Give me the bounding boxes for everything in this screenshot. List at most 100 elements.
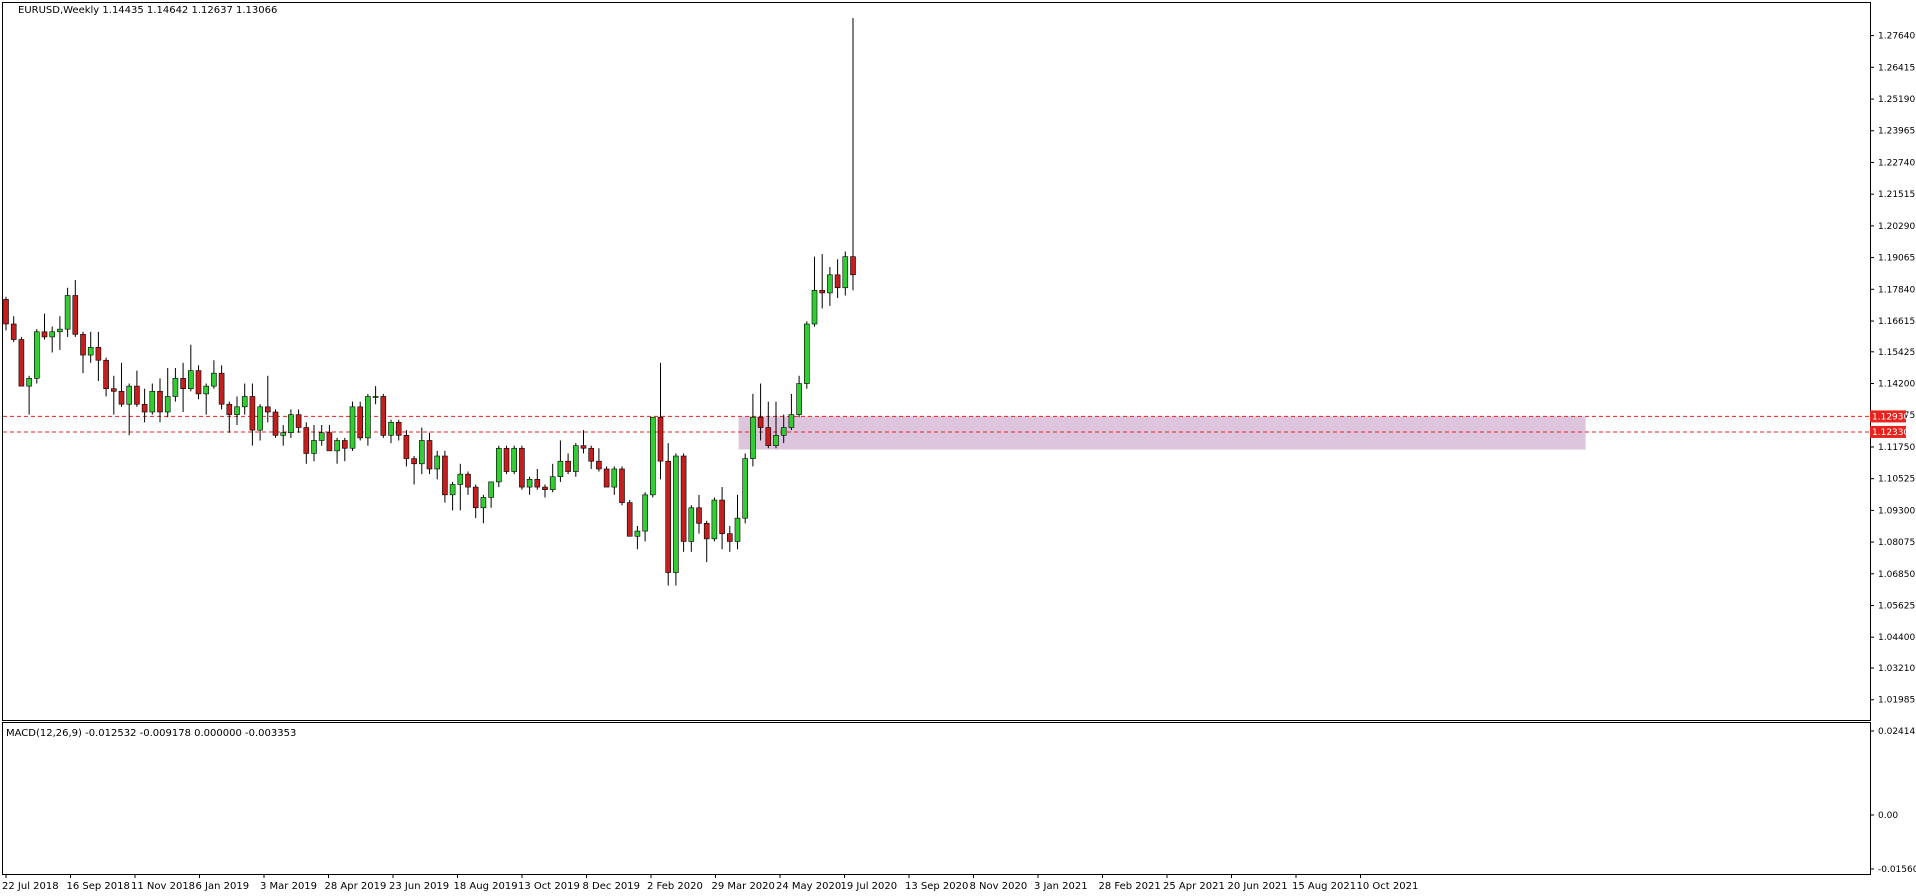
date-tick-label: 20 Jun 2021 — [1228, 881, 1288, 892]
bull-candle — [796, 383, 802, 415]
bull-candle — [149, 390, 156, 413]
bull-candle — [26, 378, 32, 387]
bear-candle — [226, 403, 233, 415]
date-tick-label: 3 Mar 2019 — [260, 881, 317, 892]
bear-candle — [218, 372, 225, 405]
bull-candle — [449, 484, 456, 496]
price-tick-label: 1.26415 — [1878, 63, 1915, 73]
bull-candle — [172, 378, 179, 397]
bull-candle — [164, 396, 171, 413]
bear-candle — [380, 396, 387, 436]
bear-candle — [726, 533, 733, 542]
bull-candle — [49, 331, 56, 338]
bull-candle — [734, 517, 741, 542]
bear-candle — [542, 486, 548, 490]
date-tick-label: 29 Mar 2020 — [712, 881, 775, 892]
level-tag-label: 1.12330 — [1872, 428, 1909, 438]
bull-candle — [742, 458, 749, 519]
bull-candle — [773, 435, 779, 446]
date-tick-label: 23 Jun 2019 — [389, 881, 449, 892]
date-tick-label: 15 Aug 2021 — [1292, 881, 1356, 892]
macd-label: MACD(12,26,9) -0.012532 -0.009178 0.0000… — [6, 728, 296, 739]
bull-candle — [126, 385, 132, 405]
price-tick-label: 1.20290 — [1878, 222, 1915, 232]
bear-candle — [472, 486, 479, 509]
bear-candle — [603, 468, 610, 488]
bull-candle — [488, 481, 494, 498]
bear-candle — [426, 440, 433, 470]
bear-candle — [765, 427, 772, 446]
price-tick-label: 1.22740 — [1878, 158, 1915, 168]
price-tick-label: 1.08075 — [1878, 538, 1915, 548]
bull-candle — [788, 414, 795, 428]
price-tick-label: 1.10525 — [1878, 475, 1915, 485]
bear-candle — [41, 331, 48, 338]
date-tick-label: 28 Apr 2019 — [325, 881, 387, 892]
price-tick-label: 1.06850 — [1878, 570, 1915, 580]
bull-candle — [203, 385, 209, 395]
date-tick-label: 6 Jan 2019 — [196, 881, 250, 892]
date-tick-label: 13 Oct 2019 — [518, 881, 580, 892]
bear-candle — [3, 299, 9, 325]
macd-tick-label: 0.024147 — [1878, 727, 1916, 737]
bear-candle — [326, 432, 333, 452]
bear-candle — [341, 440, 348, 449]
bull-candle — [349, 406, 356, 449]
bear-candle — [357, 406, 364, 439]
bear-candle — [264, 406, 271, 413]
bull-candle — [87, 346, 94, 356]
bear-candle — [395, 422, 402, 436]
bear-candle — [157, 390, 163, 413]
bear-candle — [80, 334, 86, 356]
price-tick-label: 1.21515 — [1878, 190, 1915, 200]
candlesticks — [3, 18, 856, 586]
bear-candle — [703, 523, 710, 540]
level-tag — [1870, 410, 1906, 423]
bear-candle — [411, 458, 417, 465]
bull-candle — [318, 432, 325, 441]
bull-candle — [480, 497, 487, 509]
bull-candle — [241, 396, 248, 408]
bear-candle — [680, 455, 687, 542]
bear-candle — [503, 447, 510, 472]
bear-candle — [18, 339, 25, 387]
level-tag-label: 1.12930 — [1872, 412, 1909, 422]
bear-candle — [72, 295, 79, 335]
bear-candle — [665, 460, 672, 573]
bear-candle — [757, 416, 764, 428]
bear-candle — [134, 385, 140, 405]
bull-candle — [526, 479, 533, 488]
bear-candle — [10, 323, 17, 340]
price-tick-label: 1.01985 — [1878, 696, 1915, 706]
bear-candle — [111, 388, 117, 392]
bull-candle — [634, 530, 641, 537]
bull-candle — [495, 447, 502, 483]
zone-layer — [738, 416, 1586, 450]
bear-candle — [118, 390, 125, 405]
bull-candle — [457, 473, 464, 485]
bull-candle — [803, 323, 810, 384]
bear-candle — [295, 414, 302, 428]
bear-candle — [534, 479, 541, 488]
bull-candle — [365, 396, 371, 439]
bull-candle — [234, 406, 240, 415]
date-tick-label: 13 Sep 2020 — [905, 881, 968, 892]
date-tick-label: 24 May 2020 — [776, 881, 841, 892]
bull-candle — [549, 476, 556, 490]
bear-candle — [719, 499, 725, 534]
bear-candle — [588, 447, 595, 462]
bull-candle — [311, 440, 317, 454]
bull-candle — [827, 274, 833, 294]
bear-candle — [249, 396, 256, 431]
bear-candle — [626, 502, 633, 537]
price-tick-label: 1.23965 — [1878, 127, 1915, 137]
price-tick-label: 1.05625 — [1878, 602, 1915, 612]
bull-candle — [557, 460, 564, 478]
bear-candle — [596, 460, 602, 470]
date-tick-label: 8 Nov 2020 — [970, 881, 1028, 892]
bull-candle — [388, 422, 394, 436]
price-tick-label: 1.11750 — [1878, 443, 1915, 453]
bull-candle — [673, 455, 679, 573]
price-tick-label: 1.03210 — [1878, 664, 1915, 674]
